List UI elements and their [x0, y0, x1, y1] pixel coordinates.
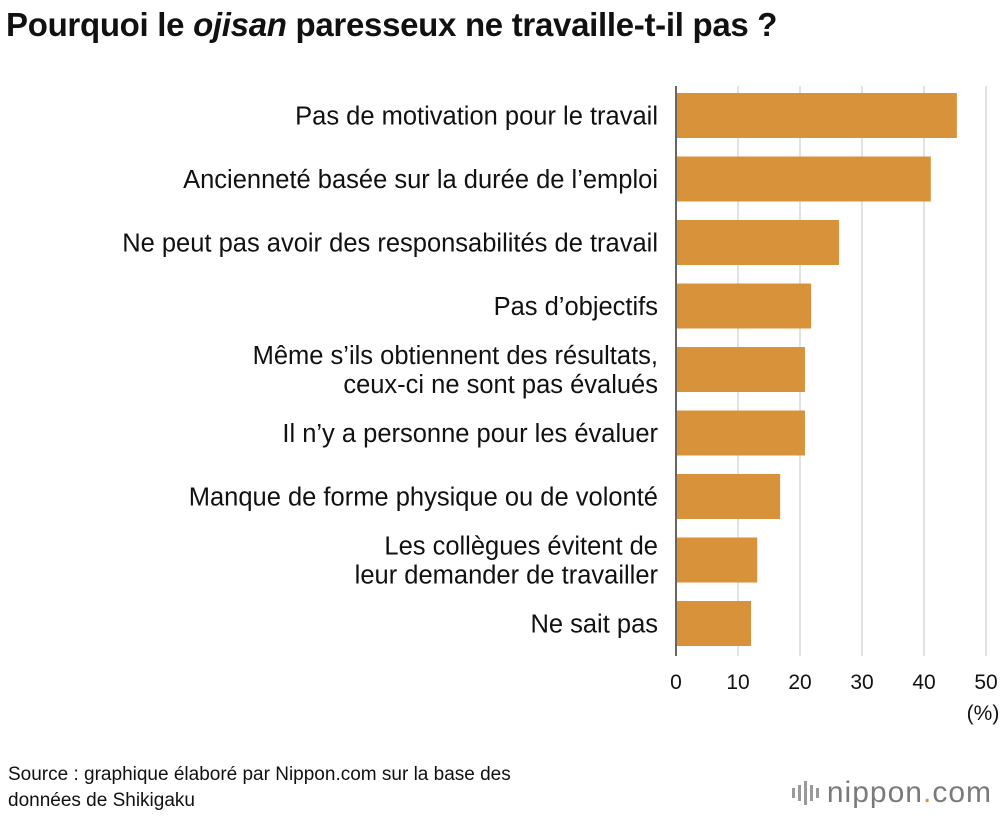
- x-tick-label: 0: [670, 671, 682, 694]
- category-labels: Pas de motivation pour le travail Ancienn…: [122, 103, 658, 639]
- x-tick-label: 20: [788, 671, 811, 694]
- source-note: Source : graphique élaboré par Nippon.co…: [8, 762, 511, 814]
- title-prefix: Pourquoi le: [6, 6, 194, 43]
- logo-name: nippon: [826, 776, 923, 809]
- bar: [677, 410, 805, 456]
- x-axis-unit-label: (%): [967, 702, 1000, 725]
- title-emphasis: ojisan: [193, 6, 287, 43]
- source-line-1: Source : graphique élaboré par Nippon.co…: [8, 764, 511, 785]
- category-label: Manque de forme physique ou de volonté: [189, 484, 658, 512]
- bar: [677, 601, 752, 646]
- x-tick-label: 50: [974, 671, 997, 694]
- logo-mark-icon: [791, 781, 819, 805]
- x-tick-label: 30: [850, 671, 873, 694]
- x-axis: 0 10 20 30 40 50: [670, 671, 998, 694]
- category-label: Il n’y a personne pour les évaluer: [282, 420, 658, 448]
- category-label: leur demander de travailler: [355, 562, 659, 590]
- x-tick-label: 10: [726, 671, 749, 694]
- category-label: Les collègues évitent de: [384, 533, 658, 561]
- bar: [677, 347, 805, 392]
- category-label: Ancienneté basée sur la durée de l’emplo…: [183, 166, 658, 194]
- bar-chart: Pas de motivation pour le travail Ancienn…: [122, 86, 1000, 725]
- bar: [677, 220, 840, 265]
- x-tick-label: 40: [912, 671, 935, 694]
- category-label: Ne sait pas: [530, 611, 658, 639]
- bar: [677, 474, 781, 519]
- category-label: Pas de motivation pour le travail: [295, 103, 658, 131]
- chart-title: Pourquoi le ojisan paresseux ne travaill…: [6, 6, 777, 44]
- category-label: Pas d’objectifs: [494, 293, 658, 321]
- nippon-logo[interactable]: nippon. com: [791, 776, 992, 810]
- logo-tld: com: [932, 776, 992, 809]
- category-label: ceux-ci ne sont pas évalués: [343, 371, 658, 399]
- bar: [677, 93, 957, 138]
- source-line-2: données de Shikigaku: [8, 790, 195, 811]
- logo-dot: .: [922, 776, 933, 809]
- title-suffix: paresseux ne travaille-t-il pas ?: [286, 6, 778, 43]
- category-label: Ne peut pas avoir des responsabilités de…: [122, 230, 658, 258]
- bar: [677, 537, 758, 583]
- bars: [677, 93, 957, 646]
- bar: [677, 156, 931, 202]
- category-label: Même s’ils obtiennent des résultats,: [253, 342, 658, 370]
- bar: [677, 283, 812, 329]
